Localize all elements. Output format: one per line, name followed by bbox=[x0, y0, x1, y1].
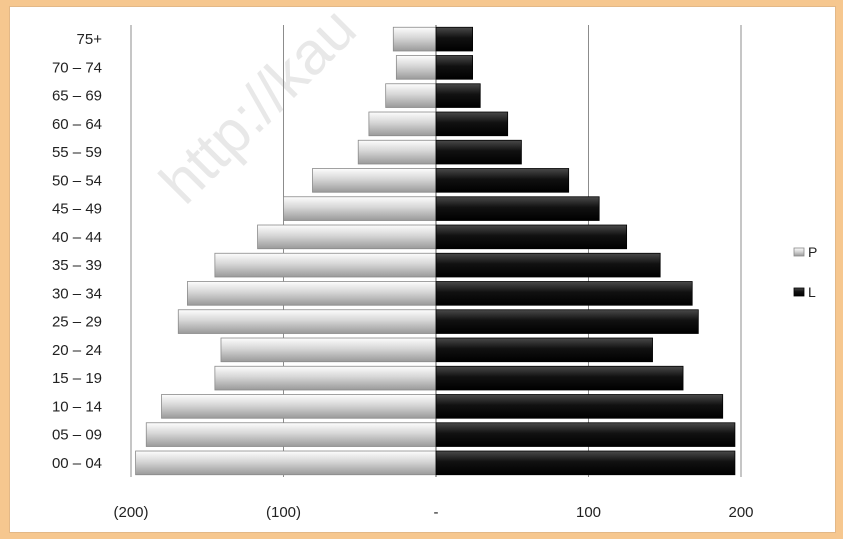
category-label-25-29: 25 – 29 bbox=[52, 314, 102, 331]
bar-P-65-69 bbox=[385, 83, 437, 108]
bar-L-70-74 bbox=[435, 55, 473, 80]
bar-L-05-09 bbox=[435, 422, 736, 447]
bar-P-35-39 bbox=[214, 252, 437, 278]
bar-P-40-44 bbox=[257, 224, 437, 250]
x-tick-label-4: 200 bbox=[728, 504, 753, 521]
category-label-05-09: 05 – 09 bbox=[52, 427, 102, 444]
category-label-65-69: 65 – 69 bbox=[52, 88, 102, 105]
category-label-40-44: 40 – 44 bbox=[52, 229, 102, 246]
bar-L-40-44 bbox=[435, 224, 628, 250]
bar-P-15-19 bbox=[214, 365, 437, 391]
legend-swatch-P bbox=[793, 247, 805, 257]
category-label-35-39: 35 – 39 bbox=[52, 257, 102, 274]
category-label-00-04: 00 – 04 bbox=[52, 455, 102, 472]
bar-L-50-54 bbox=[435, 168, 570, 193]
x-tick-labels: (200) (100) - 100 200 bbox=[113, 504, 753, 521]
x-tick-label-2: - bbox=[434, 504, 439, 521]
bar-P-70-74 bbox=[395, 55, 437, 80]
bar-L-25-29 bbox=[435, 309, 699, 334]
x-tick-label-3: 100 bbox=[576, 504, 601, 521]
bar-P-55-59 bbox=[357, 139, 437, 165]
bar-P-25-29 bbox=[177, 309, 437, 334]
chart-panel: http://kau 00 – 04 05 – 09 10 – 14 15 – 19 2… bbox=[9, 6, 836, 533]
legend: PL bbox=[793, 244, 817, 300]
bars-group bbox=[135, 26, 736, 476]
bar-L-65-69 bbox=[435, 83, 481, 108]
bar-P-20-24 bbox=[220, 337, 437, 363]
category-label-10-14: 10 – 14 bbox=[52, 398, 102, 415]
bar-L-55-59 bbox=[435, 139, 522, 165]
bar-L-45-49 bbox=[435, 196, 600, 221]
category-label-70-74: 70 – 74 bbox=[52, 59, 102, 76]
bar-P-75+ bbox=[392, 26, 437, 52]
category-label-45-49: 45 – 49 bbox=[52, 201, 102, 218]
bar-L-60-64 bbox=[435, 111, 509, 137]
legend-swatch-L bbox=[793, 287, 805, 297]
bar-L-75+ bbox=[435, 26, 473, 52]
bar-P-50-54 bbox=[312, 168, 437, 193]
bar-L-20-24 bbox=[435, 337, 653, 363]
category-label-50-54: 50 – 54 bbox=[52, 172, 102, 189]
category-label-55-59: 55 – 59 bbox=[52, 144, 102, 161]
bar-L-10-14 bbox=[435, 394, 724, 419]
category-label-60-64: 60 – 64 bbox=[52, 116, 102, 133]
x-tick-label-1: (100) bbox=[266, 504, 301, 521]
category-label-15-19: 15 – 19 bbox=[52, 370, 102, 387]
category-labels: 00 – 04 05 – 09 10 – 14 15 – 19 20 – 24 25 – … bbox=[52, 31, 102, 472]
x-tick-label-0: (200) bbox=[113, 504, 148, 521]
category-label-20-24: 20 – 24 bbox=[52, 342, 102, 359]
bar-L-00-04 bbox=[435, 450, 736, 476]
bar-P-10-14 bbox=[161, 394, 437, 419]
bar-P-00-04 bbox=[135, 450, 437, 476]
bar-P-60-64 bbox=[368, 111, 437, 137]
bar-L-35-39 bbox=[435, 252, 661, 278]
bar-P-05-09 bbox=[145, 422, 437, 447]
category-label-75+: 75+ bbox=[77, 31, 103, 48]
bar-P-30-34 bbox=[187, 281, 437, 306]
bar-L-15-19 bbox=[435, 365, 684, 391]
bar-L-30-34 bbox=[435, 281, 693, 306]
category-label-30-34: 30 – 34 bbox=[52, 285, 102, 302]
legend-label-P: P bbox=[808, 244, 817, 260]
bar-P-45-49 bbox=[283, 196, 437, 221]
legend-label-L: L bbox=[808, 284, 816, 300]
